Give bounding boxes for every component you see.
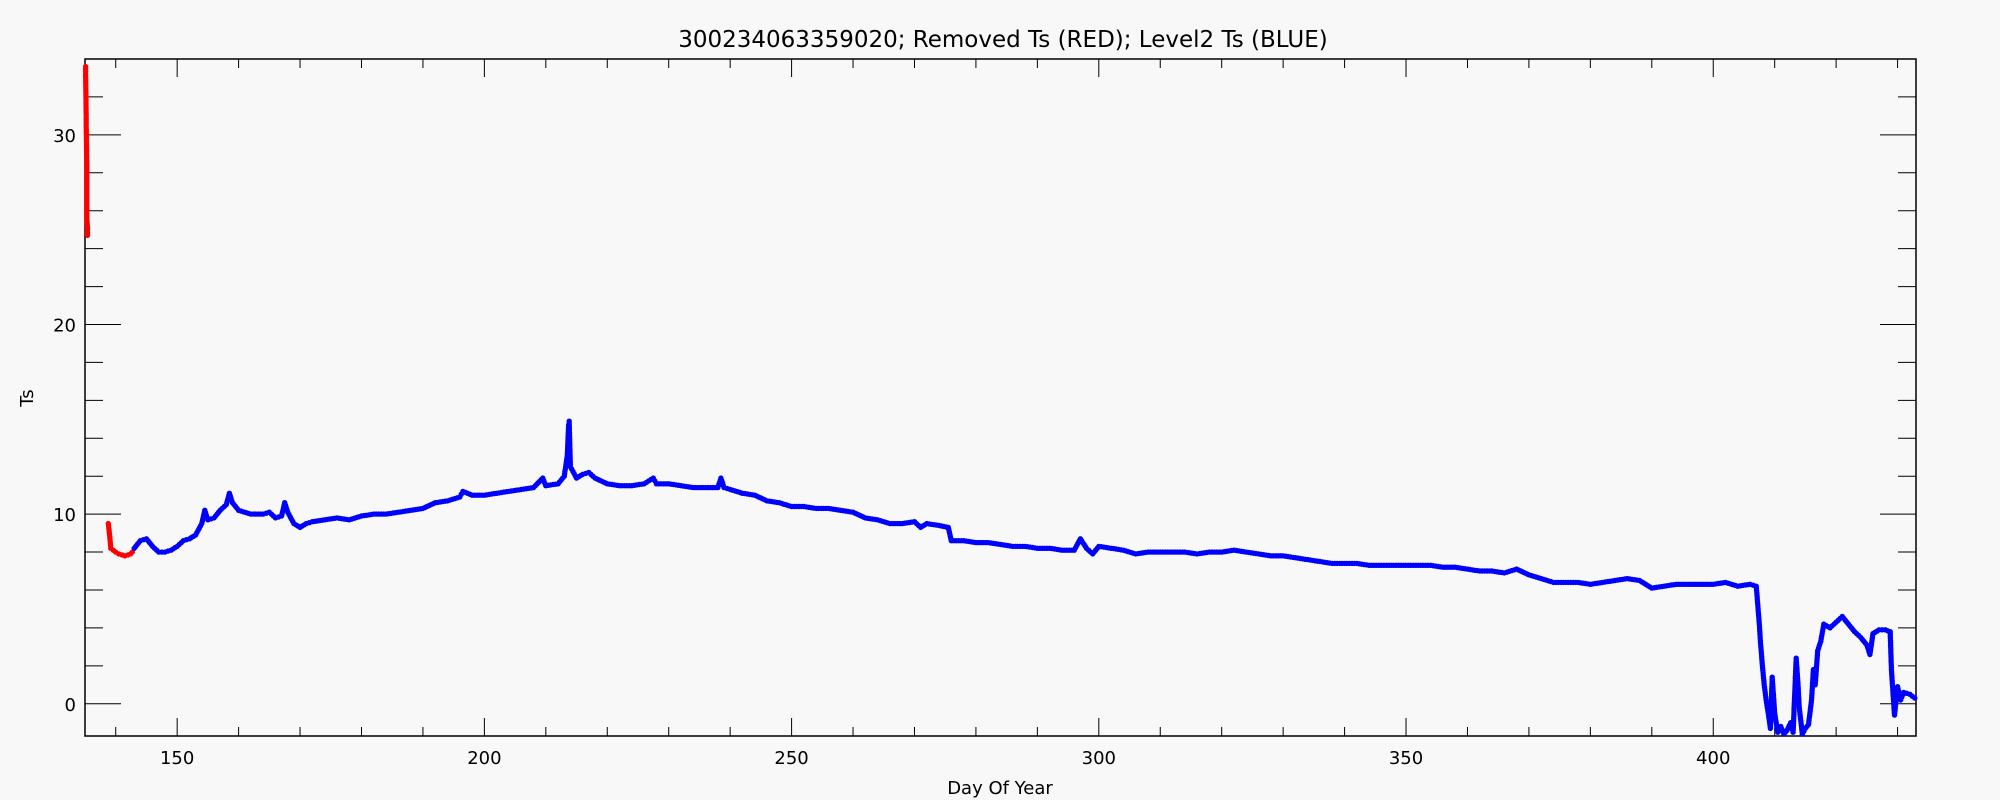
series-0 — [82, 63, 135, 559]
y-tick-label: 10 — [53, 505, 76, 526]
y-axis-label: Ts — [17, 389, 38, 407]
y-tick-label: 0 — [65, 695, 76, 716]
x-tick-label: 250 — [774, 748, 808, 769]
series-1 — [131, 418, 1918, 737]
x-tick-label: 150 — [160, 748, 194, 769]
x-tick-label: 300 — [1082, 748, 1116, 769]
data-series — [82, 63, 1918, 737]
data-point — [1912, 695, 1918, 701]
data-point — [84, 232, 91, 239]
x-tick-label: 400 — [1696, 748, 1730, 769]
axis-tick-labels: 150 200 250 300 350 400 0 10 20 30 — [53, 126, 1730, 769]
x-tick-label: 200 — [467, 748, 501, 769]
y-tick-label: 20 — [53, 315, 76, 336]
y-tick-label: 30 — [53, 126, 76, 147]
x-axis-label: Day Of Year — [947, 778, 1053, 799]
chart-title: 300234063359020; Removed Ts (RED); Level… — [678, 27, 1328, 53]
axis-ticks — [85, 58, 1916, 736]
plot-frame — [84, 58, 1917, 737]
x-tick-label: 350 — [1389, 748, 1423, 769]
